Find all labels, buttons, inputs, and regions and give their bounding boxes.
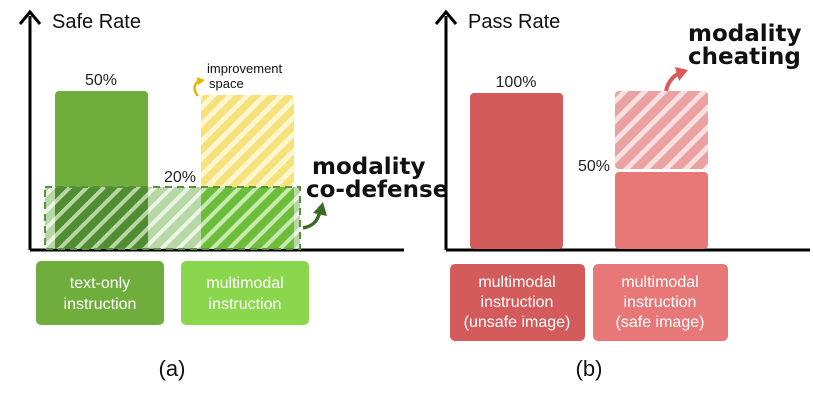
- axis-title: Pass Rate: [468, 11, 560, 33]
- category-label-line: instruction: [64, 296, 137, 313]
- bar-value-label: 50%: [85, 72, 117, 89]
- category-box-multimodal: [181, 261, 309, 325]
- panel-a: Safe Rate 50% 20% improvement space moda…: [18, 9, 448, 381]
- category-box-text-only: [36, 261, 164, 325]
- bar-safe-image: [615, 172, 708, 249]
- improvement-arrowhead: [197, 77, 205, 85]
- category-label-line: (unsafe image): [464, 314, 571, 331]
- y-axis-arrowhead: [434, 9, 458, 25]
- cheating-label-line1: modality: [688, 21, 802, 47]
- category-label-line: text-only: [70, 275, 130, 292]
- category-box-safe-image: [593, 264, 728, 341]
- category-box-unsafe-image: [450, 264, 585, 341]
- panel-b: Pass Rate 100% 50% modality cheating mul…: [434, 9, 810, 381]
- bar-cheating-space: [615, 91, 708, 169]
- improvement-label-line2: space: [209, 76, 244, 91]
- y-axis-arrowhead: [18, 9, 42, 25]
- bar-improvement-space: [201, 95, 294, 187]
- category-label-line: (safe image): [616, 314, 705, 331]
- codefense-label-line1: modality: [312, 154, 426, 180]
- codefense-overlap-multimodal: [201, 187, 294, 249]
- category-label-line: multimodal: [621, 274, 698, 291]
- axis-title: Safe Rate: [52, 11, 141, 33]
- cheating-label-line2: cheating: [688, 44, 801, 70]
- bar-value-label: 100%: [496, 74, 537, 91]
- codefense-overlap-text-only: [55, 187, 148, 249]
- bar-unsafe-image: [470, 93, 563, 249]
- codefense-arrowhead: [313, 202, 327, 216]
- improvement-label-line1: improvement: [207, 61, 283, 76]
- category-label-line: instruction: [481, 294, 554, 311]
- panel-caption: (a): [159, 356, 186, 381]
- category-label-line: multimodal: [206, 275, 283, 292]
- bar-value-label: 50%: [578, 158, 610, 175]
- panel-caption: (b): [576, 356, 603, 381]
- category-label-line: instruction: [624, 294, 697, 311]
- codefense-label-line2: co-defense: [306, 177, 448, 203]
- cheating-arrowhead: [675, 67, 688, 81]
- codefense-border: [44, 186, 301, 250]
- bar-value-label: 20%: [164, 169, 196, 186]
- category-label-line: multimodal: [478, 274, 555, 291]
- category-label-line: instruction: [209, 296, 282, 313]
